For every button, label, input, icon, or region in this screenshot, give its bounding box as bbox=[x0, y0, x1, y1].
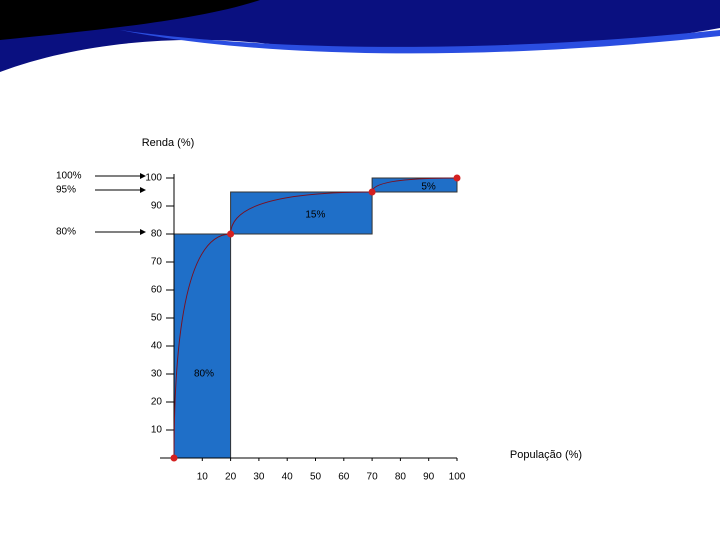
x-tick-label: 40 bbox=[282, 472, 294, 483]
y-tick-label: 80 bbox=[151, 229, 163, 240]
annotation-label: 80% bbox=[56, 227, 76, 238]
step-bar bbox=[173, 233, 232, 459]
arrow-head bbox=[140, 173, 146, 179]
x-tick-label: 90 bbox=[423, 472, 435, 483]
x-tick-label: 20 bbox=[225, 472, 237, 483]
x-tick-label: 80 bbox=[395, 472, 407, 483]
x-tick-label: 60 bbox=[338, 472, 350, 483]
y-tick-label: 10 bbox=[151, 425, 163, 436]
header-dark bbox=[0, 0, 260, 40]
x-tick-label: 10 bbox=[197, 472, 209, 483]
y-tick-label: 20 bbox=[151, 397, 163, 408]
curve-point bbox=[170, 454, 178, 462]
curve bbox=[173, 177, 458, 459]
y-tick-label: 50 bbox=[151, 313, 163, 324]
x-tick-label: 70 bbox=[367, 472, 379, 483]
x-axis-title: População (%) bbox=[510, 449, 582, 461]
step-bar bbox=[230, 191, 373, 235]
y-tick-label: 30 bbox=[151, 369, 163, 380]
y-tick-label: 60 bbox=[151, 285, 163, 296]
step-label: 5% bbox=[421, 182, 436, 193]
annotation-label: 95% bbox=[56, 185, 76, 196]
curve-point bbox=[453, 174, 461, 182]
y-tick-label: 100 bbox=[145, 173, 162, 184]
y-tick-label: 40 bbox=[151, 341, 163, 352]
curve-point bbox=[368, 188, 376, 196]
x-tick-label: 50 bbox=[310, 472, 322, 483]
x-tick-label: 30 bbox=[253, 472, 265, 483]
y-tick-label: 90 bbox=[151, 201, 163, 212]
arrow-head bbox=[140, 187, 146, 193]
y-axis-title: Renda (%) bbox=[142, 137, 195, 149]
step-label: 80% bbox=[194, 369, 214, 380]
curve-point bbox=[227, 230, 235, 238]
step-label: 15% bbox=[305, 210, 325, 221]
step-bar bbox=[371, 177, 458, 193]
annotation-label: 100% bbox=[56, 171, 82, 182]
y-tick-label: 70 bbox=[151, 257, 163, 268]
header-stripe bbox=[120, 30, 720, 54]
x-tick-label: 100 bbox=[449, 472, 466, 483]
arrow-head bbox=[140, 229, 146, 235]
